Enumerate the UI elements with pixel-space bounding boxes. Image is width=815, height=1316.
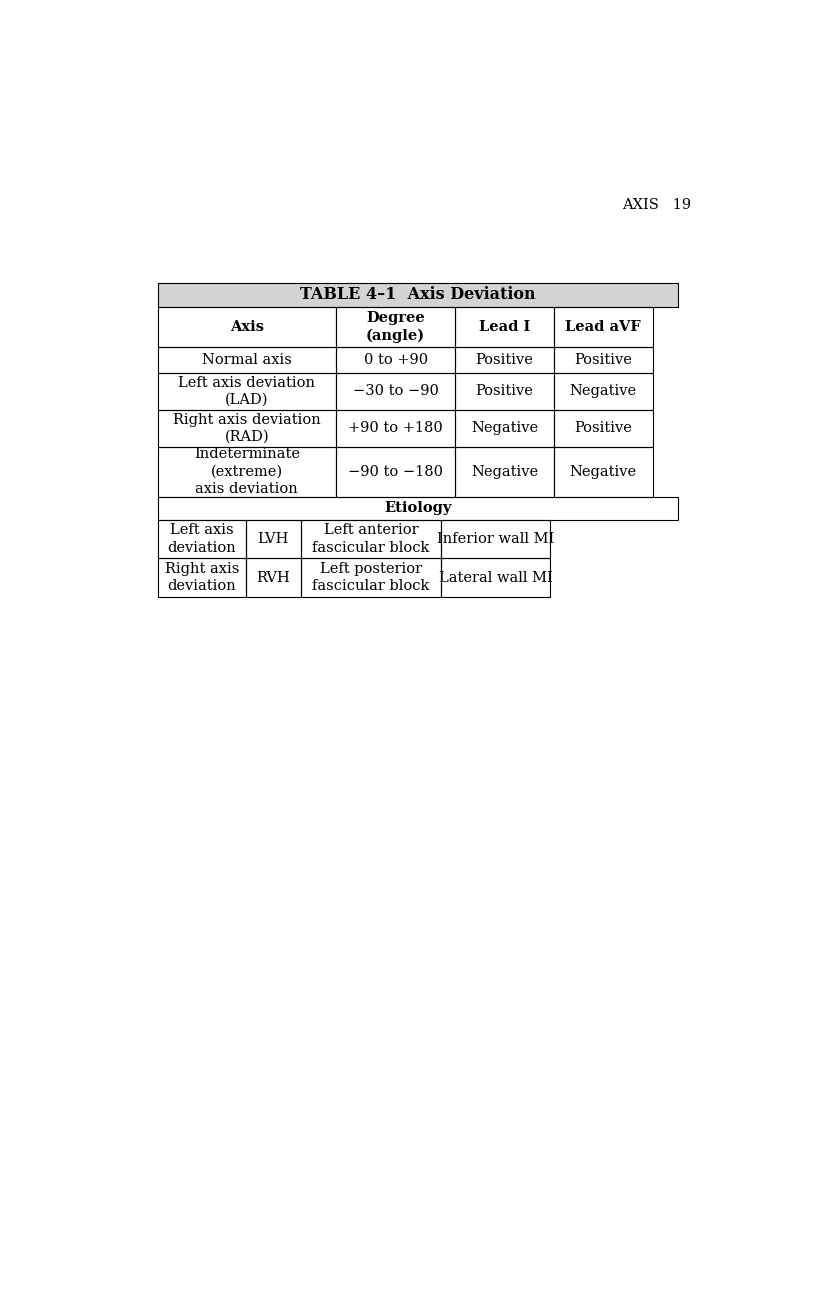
Text: Left anterior
fascicular block: Left anterior fascicular block <box>312 524 430 555</box>
Bar <box>441 558 550 597</box>
Bar <box>336 446 455 496</box>
Bar <box>246 520 301 558</box>
Bar <box>157 520 246 558</box>
Text: Positive: Positive <box>575 421 632 436</box>
Text: Normal axis: Normal axis <box>202 353 292 367</box>
Bar <box>301 520 441 558</box>
Bar <box>455 409 554 446</box>
Bar <box>157 283 678 308</box>
Bar <box>455 308 554 347</box>
Text: Negative: Negative <box>570 465 637 479</box>
Bar <box>336 308 455 347</box>
Text: TABLE 4–1  Axis Deviation: TABLE 4–1 Axis Deviation <box>300 287 535 304</box>
Bar <box>157 558 246 597</box>
Bar <box>441 520 550 558</box>
Bar <box>157 372 336 409</box>
Text: Positive: Positive <box>575 353 632 367</box>
Text: Negative: Negative <box>471 421 538 436</box>
Text: +90 to +180: +90 to +180 <box>348 421 443 436</box>
Bar <box>336 446 455 496</box>
Bar <box>157 308 336 347</box>
Bar <box>554 409 653 446</box>
Bar <box>157 409 336 446</box>
Bar <box>554 347 653 372</box>
Text: Left axis deviation
(LAD): Left axis deviation (LAD) <box>178 375 315 407</box>
Text: Positive: Positive <box>476 384 534 399</box>
Bar <box>336 372 455 409</box>
Bar <box>554 347 653 372</box>
Bar <box>157 558 246 597</box>
Bar <box>336 308 455 347</box>
Text: 0 to +90: 0 to +90 <box>363 353 428 367</box>
Text: Lead I: Lead I <box>479 320 530 334</box>
Bar <box>157 283 678 308</box>
Bar <box>455 446 554 496</box>
Bar <box>554 308 653 347</box>
Text: Right axis
deviation: Right axis deviation <box>165 562 239 594</box>
Text: AXIS   19: AXIS 19 <box>622 197 691 212</box>
Text: LVH: LVH <box>258 532 289 546</box>
Text: Negative: Negative <box>570 384 637 399</box>
Bar <box>246 558 301 597</box>
Bar <box>246 520 301 558</box>
Text: Negative: Negative <box>471 465 538 479</box>
Text: Positive: Positive <box>476 353 534 367</box>
Bar <box>554 446 653 496</box>
Text: −90 to −180: −90 to −180 <box>348 465 443 479</box>
Bar <box>157 308 336 347</box>
Text: Lead aVF: Lead aVF <box>566 320 641 334</box>
Bar <box>441 558 550 597</box>
Bar <box>157 446 336 496</box>
Text: Left posterior
fascicular block: Left posterior fascicular block <box>312 562 430 594</box>
Bar <box>336 372 455 409</box>
Bar <box>246 558 301 597</box>
Bar <box>157 496 678 520</box>
Text: Etiology: Etiology <box>384 501 452 516</box>
Bar <box>157 520 246 558</box>
Bar <box>336 409 455 446</box>
Text: Axis: Axis <box>230 320 264 334</box>
Bar <box>301 520 441 558</box>
Text: Right axis deviation
(RAD): Right axis deviation (RAD) <box>173 412 321 443</box>
Bar <box>554 446 653 496</box>
Bar <box>554 372 653 409</box>
Bar <box>455 372 554 409</box>
Bar <box>157 347 336 372</box>
Text: Indeterminate
(extreme)
axis deviation: Indeterminate (extreme) axis deviation <box>194 447 300 496</box>
Bar <box>554 308 653 347</box>
Bar <box>301 558 441 597</box>
Bar <box>157 347 336 372</box>
Bar <box>157 446 336 496</box>
Bar <box>336 347 455 372</box>
Bar <box>336 409 455 446</box>
Bar <box>455 372 554 409</box>
Text: Lateral wall MI: Lateral wall MI <box>438 571 553 584</box>
Text: Inferior wall MI: Inferior wall MI <box>437 532 554 546</box>
Bar <box>455 409 554 446</box>
Text: −30 to −90: −30 to −90 <box>353 384 438 399</box>
Bar <box>157 409 336 446</box>
Bar <box>441 520 550 558</box>
Text: Degree
(angle): Degree (angle) <box>366 312 425 343</box>
Text: RVH: RVH <box>257 571 290 584</box>
Bar <box>157 372 336 409</box>
Bar <box>455 446 554 496</box>
Bar <box>336 347 455 372</box>
Bar <box>554 409 653 446</box>
Bar <box>554 372 653 409</box>
Bar <box>455 347 554 372</box>
Bar <box>455 347 554 372</box>
Bar <box>157 496 678 520</box>
Bar <box>455 308 554 347</box>
Bar <box>301 558 441 597</box>
Text: Left axis
deviation: Left axis deviation <box>168 524 236 555</box>
